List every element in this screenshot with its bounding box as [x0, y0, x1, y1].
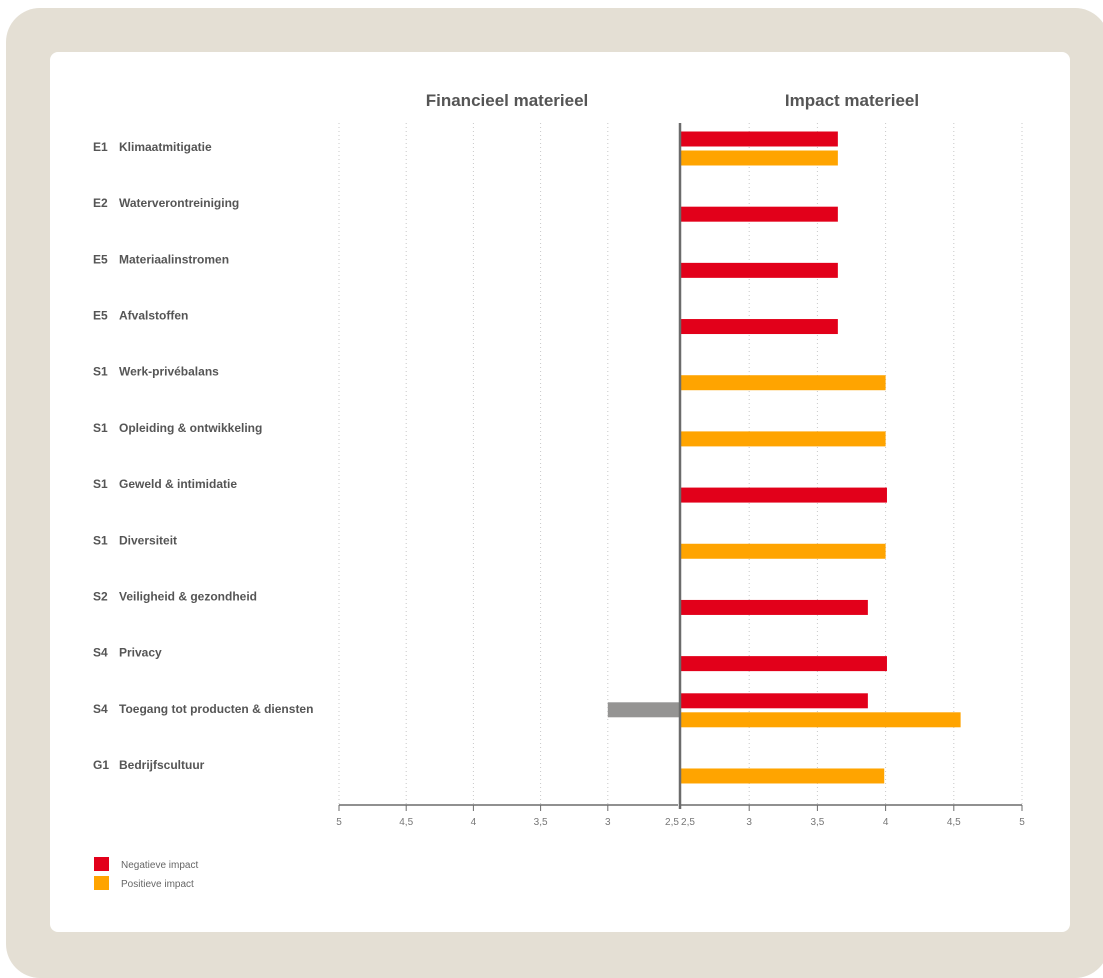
row-label: Diversiteit — [119, 533, 177, 547]
bar-negative — [681, 319, 838, 335]
bar-positive — [681, 768, 885, 784]
x-tick-label: 2,5 — [681, 817, 695, 828]
row-label: Werk-privébalans — [119, 365, 219, 379]
bar-negative — [681, 693, 868, 709]
row-label: Klimaatmitigatie — [119, 140, 212, 154]
row-code: S2 — [93, 589, 108, 603]
row-label: Bedrijfscultuur — [119, 758, 205, 772]
row-code: S4 — [93, 702, 108, 716]
bar-positive — [681, 431, 886, 447]
bar-negative — [681, 206, 838, 222]
row-code: S1 — [93, 477, 108, 491]
bar-negative — [681, 487, 887, 503]
x-tick-label: 3,5 — [810, 817, 824, 828]
legend-swatch — [94, 876, 109, 890]
row-code: E5 — [93, 309, 108, 323]
row-code: E5 — [93, 252, 108, 266]
bar-positive — [681, 712, 961, 728]
chart-card — [50, 52, 1070, 932]
row-label: Opleiding & ontwikkeling — [119, 421, 262, 435]
x-tick-label: 4,5 — [399, 817, 413, 828]
bar-negative — [681, 262, 838, 278]
row-label: Geweld & intimidatie — [119, 477, 237, 491]
row-code: E2 — [93, 196, 108, 210]
legend-label: Negatieve impact — [121, 860, 198, 871]
row-label: Privacy — [119, 646, 162, 660]
x-tick-label: 3 — [746, 817, 752, 828]
bar-financial — [607, 702, 680, 718]
row-label: Materiaalinstromen — [119, 252, 229, 266]
row-code: E1 — [93, 140, 108, 154]
bar-positive — [681, 375, 886, 391]
bar-negative — [681, 656, 887, 672]
x-tick-label: 4 — [471, 817, 477, 828]
legend-label: Positieve impact — [121, 879, 194, 890]
panel-title-impact: Impact materieel — [785, 91, 919, 110]
row-label: Veiligheid & gezondheid — [119, 589, 257, 603]
row-code: S1 — [93, 421, 108, 435]
bar-positive — [681, 543, 886, 559]
legend-swatch — [94, 857, 109, 871]
panel-title-financial: Financieel materieel — [426, 91, 589, 110]
x-tick-label: 5 — [1019, 817, 1025, 828]
x-tick-label: 5 — [336, 817, 342, 828]
row-label: Toegang tot producten & diensten — [119, 702, 313, 716]
x-tick-label: 4,5 — [947, 817, 961, 828]
row-code: S4 — [93, 646, 108, 660]
row-label: Afvalstoffen — [119, 309, 188, 323]
bar-negative — [681, 599, 868, 615]
x-tick-label: 3,5 — [534, 817, 548, 828]
x-tick-label: 3 — [605, 817, 611, 828]
row-code: S1 — [93, 533, 108, 547]
row-code: G1 — [93, 758, 109, 772]
x-tick-label: 2,5 — [665, 817, 679, 828]
row-code: S1 — [93, 365, 108, 379]
row-label: Waterverontreiniging — [119, 196, 239, 210]
bar-negative — [681, 131, 838, 147]
x-tick-label: 4 — [883, 817, 889, 828]
bar-positive — [681, 150, 838, 166]
